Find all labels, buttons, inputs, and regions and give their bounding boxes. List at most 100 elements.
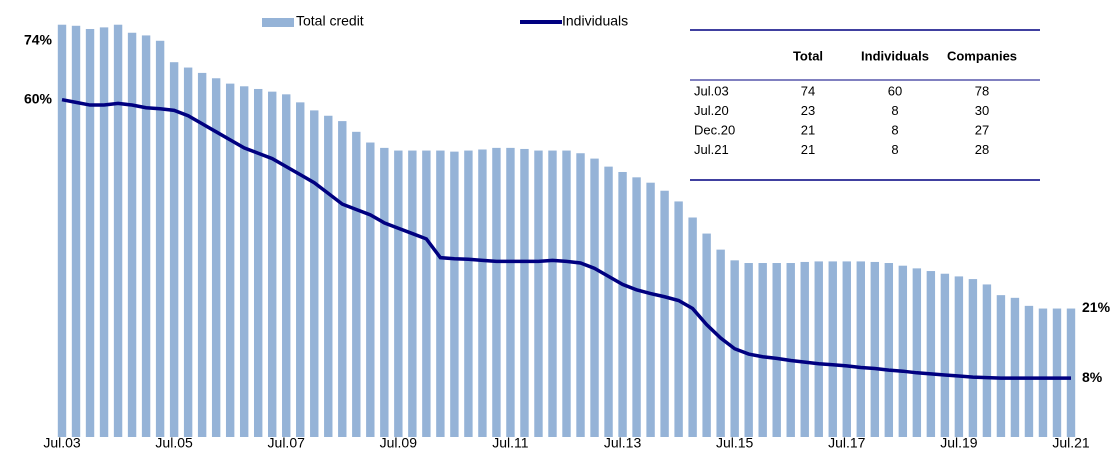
bar [197, 72, 207, 437]
bar [169, 62, 179, 438]
table-cell: Jul.20 [694, 103, 729, 118]
bar [422, 150, 431, 437]
bar [660, 190, 669, 437]
bar [590, 158, 599, 437]
bar [800, 261, 809, 437]
bar [99, 27, 109, 438]
legend-swatch [262, 18, 294, 27]
table-cell: 60 [888, 83, 902, 98]
bar [1038, 308, 1048, 437]
bar [253, 88, 263, 437]
bar [912, 268, 922, 437]
bar [814, 261, 823, 437]
line [61, 97, 1071, 380]
bar [870, 261, 880, 437]
bar [127, 32, 137, 438]
x-tick-label: Jul.21 [1052, 435, 1090, 451]
bar [85, 28, 95, 437]
x-tick-label: Jul.13 [604, 435, 642, 451]
bar [576, 153, 585, 437]
x-tick-label: Jul.09 [380, 435, 418, 451]
bar [772, 263, 781, 437]
bar [450, 151, 459, 438]
bar [898, 265, 908, 437]
bar [646, 182, 655, 437]
table-header: Total [793, 48, 823, 63]
table-cell: 8 [891, 122, 898, 137]
bar [310, 110, 319, 437]
bar [982, 284, 992, 437]
bar [674, 201, 683, 437]
value-label: 21% [1082, 299, 1111, 315]
bar [436, 150, 445, 437]
bar [183, 67, 193, 437]
table-cell: 23 [801, 103, 815, 118]
table-cell: 27 [975, 122, 989, 137]
bar [856, 261, 865, 437]
bar [464, 150, 473, 437]
bar [534, 150, 543, 437]
bar [57, 24, 67, 438]
table-cell: Jul.21 [694, 142, 729, 157]
bar [268, 91, 277, 438]
x-tick-label: Jul.07 [268, 435, 306, 451]
table-cell: 74 [801, 83, 815, 98]
bar [954, 276, 964, 437]
bar [366, 142, 375, 438]
table-cell: 8 [891, 103, 898, 118]
bar [618, 171, 627, 437]
bar [758, 263, 767, 437]
bar [1052, 308, 1062, 437]
bar [113, 24, 123, 438]
bar [155, 40, 165, 438]
bar [408, 150, 417, 437]
bar [71, 25, 81, 437]
legend-label: Total credit [296, 13, 364, 29]
bar [239, 86, 249, 437]
bar [968, 279, 978, 437]
bar [786, 263, 795, 437]
bar [1010, 297, 1020, 437]
table-cell: 8 [891, 142, 898, 157]
bar [211, 78, 221, 438]
bar [562, 150, 571, 437]
table-cell: 30 [975, 103, 989, 118]
value-label: 74% [24, 31, 53, 47]
bar [604, 166, 613, 437]
bar [352, 131, 361, 437]
table-cell: Dec.20 [694, 122, 735, 137]
table-cell: 78 [975, 83, 989, 98]
bar [324, 115, 333, 437]
bar [296, 102, 305, 437]
bar [478, 149, 487, 437]
table-header: Companies [947, 48, 1017, 63]
bar [548, 150, 557, 437]
x-tick-label: Jul.03 [43, 435, 81, 451]
x-tick-label: Jul.17 [828, 435, 866, 451]
bar [716, 249, 725, 437]
table-cell: 21 [801, 122, 815, 137]
bar [338, 121, 347, 438]
value-label: 8% [1082, 369, 1103, 385]
bar [996, 295, 1006, 437]
x-tick-label: Jul.11 [492, 435, 529, 451]
legend-label: Individuals [562, 13, 628, 29]
x-tick-label: Jul.05 [155, 435, 193, 451]
table-cell: 21 [801, 142, 815, 157]
bar [842, 261, 851, 437]
bar [926, 271, 936, 437]
bar [632, 177, 641, 438]
bar [520, 148, 529, 437]
table-cell: Jul.03 [694, 83, 729, 98]
bar [828, 261, 837, 437]
bar [1066, 308, 1076, 437]
bar [702, 233, 711, 437]
table-header: Individuals [861, 48, 929, 63]
bar [940, 273, 950, 437]
x-tick-label: Jul.19 [940, 435, 978, 451]
x-tick-label: Jul.15 [716, 435, 754, 451]
bar [394, 150, 403, 437]
summary-table: Total Individuals Companies Jul.03 74 60 78 Jul… [690, 29, 1040, 181]
bar [141, 35, 151, 437]
